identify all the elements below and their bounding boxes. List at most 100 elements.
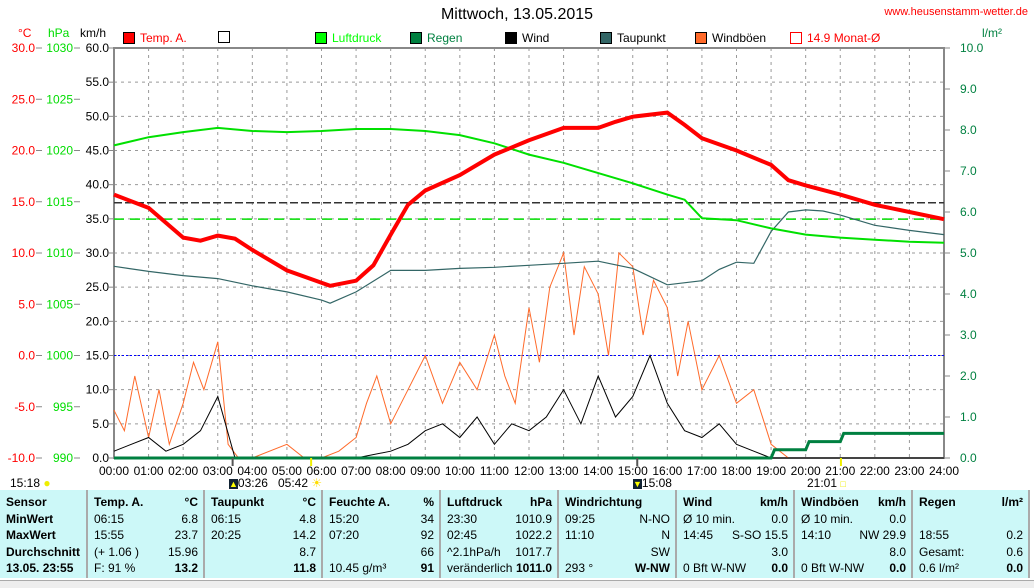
cell-value: 8.0: [889, 544, 906, 559]
cell-value: 66: [420, 544, 434, 559]
cell-value: N: [661, 528, 670, 542]
table-row: Durchschnitt: [6, 544, 81, 561]
column-unit: km/h: [759, 495, 788, 509]
cell-label: 02:45: [447, 528, 478, 542]
table-row: 23:30 1010.9: [447, 511, 552, 528]
cell-label: 0.6 l/m²: [919, 561, 960, 575]
legend-swatch: [505, 32, 517, 44]
rain-tick-label: 6.0: [960, 205, 977, 219]
moon-icon: ●: [43, 476, 51, 490]
column-title: Taupunkt: [211, 495, 265, 509]
temp-tick-label: -10.0: [8, 451, 36, 465]
x-tick-label: 09:00: [410, 464, 440, 478]
x-tick-label: 17:00: [687, 464, 717, 478]
sunset-time: 21:01 □: [807, 476, 846, 490]
x-tick-label: 12:00: [514, 464, 544, 478]
series-windböen: [113, 251, 944, 459]
cell-label: 15:20: [329, 511, 360, 526]
unit-hpa: hPa: [48, 26, 70, 40]
rain-tick-label: 7.0: [960, 164, 977, 178]
rain-tick-label: 0.0: [960, 451, 977, 465]
cell-label: 20:25: [211, 528, 242, 542]
x-tick-label: 05:00: [272, 464, 302, 478]
x-tick-label: 21:00: [825, 464, 855, 478]
unit-celsius: °C: [18, 26, 32, 40]
legend-item: Windböen: [695, 31, 766, 45]
cell-label: 0 Bft W-NW: [801, 561, 865, 575]
cell-label: 06:15: [211, 511, 242, 526]
wind-tick-label: 10.0: [86, 383, 110, 397]
x-tick-label: 01:00: [134, 464, 164, 478]
wind-tick-label: 50.0: [86, 109, 110, 123]
series-regen: [114, 431, 944, 460]
x-tick-label: 19:00: [756, 464, 786, 478]
column-unit: °C: [184, 495, 198, 509]
table-row: 11:10 N: [565, 527, 670, 544]
moonrise-icon: ▲: [229, 479, 238, 489]
table-row: 20:25 14.2: [211, 527, 316, 544]
cell-value: 3.0: [771, 544, 788, 559]
x-tick-label: 02:00: [168, 464, 198, 478]
x-tick-label: 18:00: [721, 464, 751, 478]
moon-time: 15:18 ●: [10, 476, 51, 490]
table-row: Ø 10 min. 0.0: [683, 511, 788, 528]
temp-tick-label: 5.0: [18, 297, 35, 311]
column-unit: %: [423, 495, 434, 509]
cell-label: 14:10: [801, 528, 832, 542]
legend-swatch: [315, 32, 327, 44]
x-tick-label: 11:00: [480, 464, 509, 478]
table-row: 15:55 23.7: [94, 527, 198, 544]
table-row: 11.8: [211, 560, 316, 577]
legend-swatch: [123, 32, 135, 44]
x-tick-label: 00:00: [99, 464, 129, 478]
x-tick-label: 13:00: [549, 464, 579, 478]
cell-label: 10.45 g/m³: [329, 561, 387, 575]
sunrise-time: 05:42 ☀: [278, 476, 323, 490]
wind-tick-label: 25.0: [86, 280, 110, 294]
table-row: 07:20 92: [329, 527, 434, 544]
cell-label: 293 °: [565, 561, 594, 575]
wind-tick-label: 35.0: [86, 212, 110, 226]
cell-value: 1011.0: [515, 561, 552, 575]
table-row: SW: [565, 544, 670, 561]
wind-tick-label: 55.0: [86, 75, 110, 89]
cell-label: 06:15: [94, 511, 125, 526]
cell-label: 07:20: [329, 528, 360, 542]
legend-label: Wind: [522, 31, 550, 45]
table-row: 8.0: [801, 544, 906, 561]
wind-tick-label: 0.0: [92, 451, 109, 465]
series-luftdruck: [113, 126, 945, 244]
table-row: 02:45 1022.2: [447, 527, 552, 544]
x-tick-label: 08:00: [376, 464, 406, 478]
pressure-tick-label: 1010: [46, 246, 73, 260]
wind-tick-label: 5.0: [92, 417, 109, 431]
table-row: 14:10 NW 29.9: [801, 527, 906, 544]
rain-tick-label: 10.0: [960, 41, 984, 55]
cell-label: Durchschnitt: [6, 544, 81, 559]
cell-label: 14:45: [683, 528, 714, 542]
table-row: 3.0: [683, 544, 788, 561]
x-tick-label: 06:00: [306, 464, 336, 478]
cell-value: 13.2: [174, 561, 198, 575]
cell-label: 11:10: [565, 528, 595, 542]
legend-item: Wind: [505, 31, 549, 45]
moonset-time: ▼15:08: [633, 476, 672, 490]
rain-tick-label: 4.0: [960, 287, 977, 301]
cell-value: 0.6: [1006, 544, 1023, 559]
temp-tick-label: 25.0: [12, 92, 36, 106]
pressure-tick-label: 1000: [46, 349, 73, 363]
temp-tick-label: 15.0: [12, 195, 36, 209]
website-link[interactable]: www.heusenstamm-wetter.de: [884, 6, 1028, 18]
cell-value: 6.8: [181, 511, 198, 526]
legend-item: Luftdruck: [315, 31, 381, 45]
cell-label: 15:55: [94, 528, 125, 542]
chart-title: Mittwoch, 13.05.2015: [440, 6, 594, 23]
cell-value: S-SO 15.5: [731, 528, 788, 542]
table-row: 0 Bft W-NW 0.0: [683, 560, 788, 577]
cell-value: 15.96: [167, 544, 198, 559]
cell-label: 0 Bft W-NW: [683, 561, 747, 575]
legend-label: Luftdruck: [332, 31, 382, 45]
cell-label: Ø 10 min.: [683, 511, 736, 526]
cell-label: 23:30: [447, 511, 478, 526]
x-tick-label: 15:00: [618, 464, 648, 478]
